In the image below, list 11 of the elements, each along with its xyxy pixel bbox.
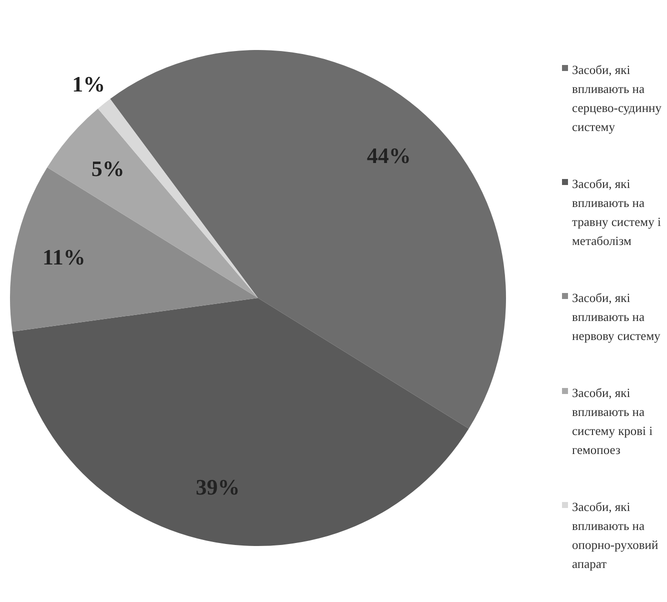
data-label: 1% xyxy=(72,72,106,97)
data-label: 44% xyxy=(366,143,411,168)
data-label: 11% xyxy=(42,244,86,270)
data-label: 39% xyxy=(196,474,240,500)
legend-label: Засоби, які впливають на травну систему і метаболізм xyxy=(572,177,662,248)
legend-label: Засоби, які впливають на серцево-судинну систему xyxy=(572,63,662,134)
legend-label: Засоби, які впливають на нервову систему xyxy=(572,291,662,343)
data-label: 5% xyxy=(91,156,124,181)
legend-label: Засоби, які впливають на опорно-руховий апарат xyxy=(572,500,658,571)
legend-label: Засоби, які впливають на систему крові і гемопоез xyxy=(572,386,654,457)
pie-slice xyxy=(12,298,469,546)
